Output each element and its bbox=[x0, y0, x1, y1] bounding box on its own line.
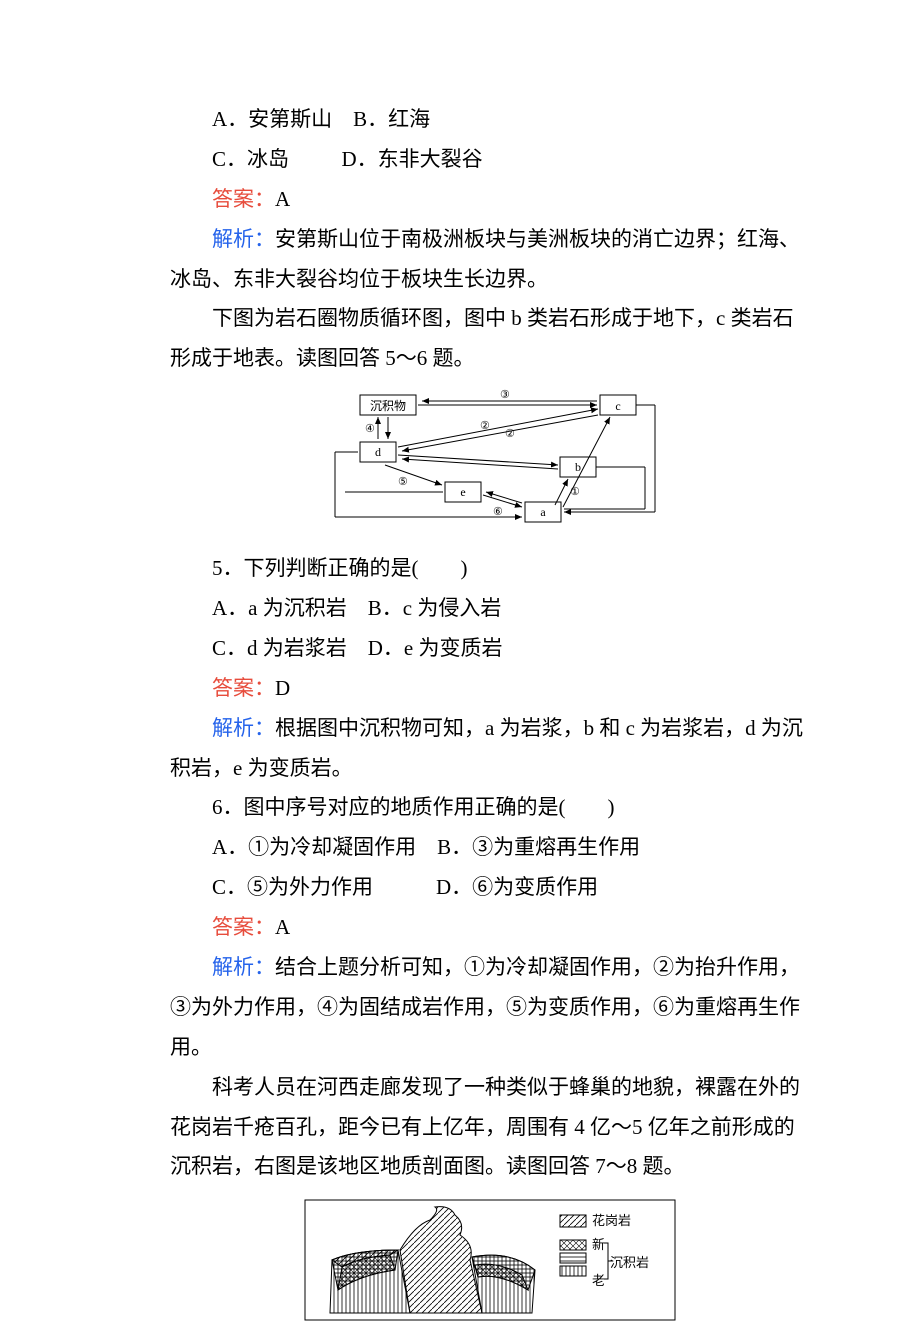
q5-optA: A．a 为沉积岩 bbox=[212, 596, 347, 620]
intro78-l3row: 沉积岩，右图是该地区地质剖面图。读图回答 7～8 题。 bbox=[170, 1147, 810, 1187]
d1-n4: ④ bbox=[365, 423, 375, 435]
intro56-l2b: 读图回答 5～6 题。 bbox=[296, 346, 475, 370]
q5-analysis-l1: 解析：根据图中沉积物可知，a 为岩浆，b 和 c 为岩浆岩，d 为沉 bbox=[170, 709, 810, 749]
q5-stem: 5．下列判断正确的是( ) bbox=[170, 549, 810, 589]
q6-analysis-label: 解析： bbox=[212, 955, 275, 979]
q4-analysis-t1: 安第斯山位于南极洲板块与美洲板块的消亡边界；红海、 bbox=[275, 227, 800, 251]
d1-a: a bbox=[540, 505, 546, 519]
q6-optD: D．⑥为变质作用 bbox=[436, 875, 598, 899]
q5-optB: B．c 为侵入岩 bbox=[368, 596, 502, 620]
q6-analysis-l1: 解析：结合上题分析可知，①为冷却凝固作用，②为抬升作用， bbox=[170, 948, 810, 988]
d1-n2b: ② bbox=[505, 428, 515, 440]
q6-analysis-l2: ③为外力作用，④为固结成岩作用，⑤为变质作用，⑥为重熔再生作 bbox=[170, 988, 810, 1028]
d1-n5: ⑤ bbox=[398, 476, 408, 488]
d1-n3: ③ bbox=[500, 389, 510, 401]
q5-analysis-l2: 积岩，e 为变质岩。 bbox=[170, 749, 810, 789]
d1-n2a: ② bbox=[480, 420, 490, 432]
q6-row1: A．①为冷却凝固作用 B．③为重熔再生作用 bbox=[170, 828, 810, 868]
intro78-l1: 科考人员在河西走廊发现了一种类似于蜂巢的地貌，裸露在外的 bbox=[170, 1068, 810, 1108]
q5-analysis-label: 解析： bbox=[212, 716, 275, 740]
intro78-l2: 花岗岩千疮百孔，距今已有上亿年，周围有 4 亿～5 亿年之前形成的 bbox=[170, 1108, 810, 1148]
q4-optC: C．冰岛 bbox=[212, 147, 289, 171]
q4-optB: B．红海 bbox=[353, 107, 430, 131]
intro56-l2row: 形成于地表。读图回答 5～6 题。 bbox=[170, 339, 810, 379]
intro56-l2a: 形成于地表。 bbox=[170, 346, 296, 370]
q4-optA: A．安第斯山 bbox=[212, 107, 332, 131]
q6-answer: A bbox=[275, 915, 290, 939]
d1-n6: ⑥ bbox=[493, 506, 503, 518]
geology-cross-section: 花岗岩 新 沉积岩 老 bbox=[170, 1195, 810, 1339]
d1-c: c bbox=[615, 399, 620, 413]
q5-answer: D bbox=[275, 676, 290, 700]
d1-sediment: 沉积物 bbox=[370, 399, 406, 413]
q5-row2: C．d 为岩浆岩 D．e 为变质岩 bbox=[170, 629, 810, 669]
q4-opt-row1: A．安第斯山 B．红海 bbox=[170, 100, 810, 140]
q6-stem: 6．图中序号对应的地质作用正确的是( ) bbox=[170, 788, 810, 828]
q4-analysis-l1: 解析：安第斯山位于南极洲板块与美洲板块的消亡边界；红海、 bbox=[170, 220, 810, 260]
rock-cycle-diagram: 沉积物 d e a b c ④ ③ ② ② ⑤ ⑥ ① bbox=[170, 387, 810, 541]
legend-new: 新 bbox=[592, 1237, 605, 1252]
q6-optA: A．①为冷却凝固作用 bbox=[212, 835, 416, 859]
q6-optC: C．⑤为外力作用 bbox=[212, 875, 373, 899]
intro56-l1: 下图为岩石圈物质循环图，图中 b 类岩石形成于地下，c 类岩石 bbox=[170, 299, 810, 339]
q6-row2: C．⑤为外力作用 D．⑥为变质作用 bbox=[170, 868, 810, 908]
q4-analysis-l2: 冰岛、东非大裂谷均位于板块生长边界。 bbox=[170, 260, 810, 300]
q4-optD: D．东非大裂谷 bbox=[342, 147, 483, 171]
q6-optB: B．③为重熔再生作用 bbox=[437, 835, 640, 859]
q6-analysis-l3: 用。 bbox=[170, 1028, 810, 1068]
q5-optC: C．d 为岩浆岩 bbox=[212, 636, 347, 660]
q4-analysis-label: 解析： bbox=[212, 227, 275, 251]
q6-analysis-t1: 结合上题分析可知，①为冷却凝固作用，②为抬升作用， bbox=[275, 955, 800, 979]
q6-answer-line: 答案：A bbox=[170, 908, 810, 948]
q6-answer-label: 答案： bbox=[212, 915, 275, 939]
q4-answer-label: 答案： bbox=[212, 187, 275, 211]
q5-answer-line: 答案：D bbox=[170, 669, 810, 709]
q5-answer-label: 答案： bbox=[212, 676, 275, 700]
q5-optD: D．e 为变质岩 bbox=[368, 636, 503, 660]
d1-e: e bbox=[460, 485, 465, 499]
q4-answer: A bbox=[275, 187, 290, 211]
legend-sed: 沉积岩 bbox=[610, 1255, 649, 1270]
intro78-l3a: 沉积岩，右图是该地区地质剖面图。 bbox=[170, 1154, 506, 1178]
q5-analysis-t1: 根据图中沉积物可知，a 为岩浆，b 和 c 为岩浆岩，d 为沉 bbox=[275, 716, 803, 740]
intro78-l3b: 读图回答 7～8 题。 bbox=[506, 1154, 685, 1178]
legend-granite: 花岗岩 bbox=[592, 1213, 631, 1228]
d1-n1: ① bbox=[570, 486, 580, 498]
q4-opt-row2: C．冰岛 D．东非大裂谷 bbox=[170, 140, 810, 180]
d1-d: d bbox=[375, 445, 381, 459]
q4-answer-line: 答案：A bbox=[170, 180, 810, 220]
q5-row1: A．a 为沉积岩 B．c 为侵入岩 bbox=[170, 589, 810, 629]
d1-b: b bbox=[575, 460, 581, 474]
legend-old: 老 bbox=[592, 1273, 605, 1288]
